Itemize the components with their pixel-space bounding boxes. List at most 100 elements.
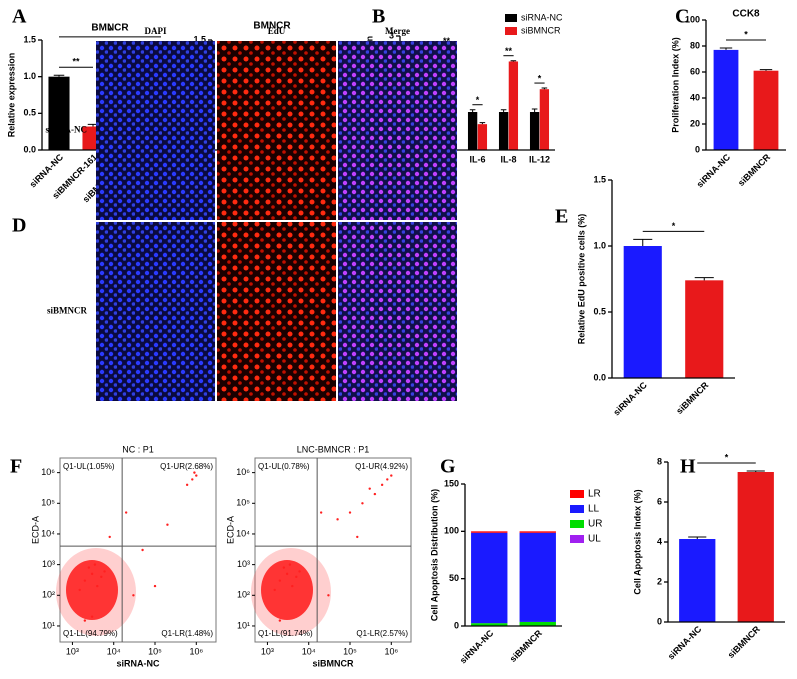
y-tick-label: 10⁵ <box>41 498 55 508</box>
legend-swatch <box>505 14 517 22</box>
bar <box>529 112 540 150</box>
bar-segment <box>519 531 556 533</box>
event-dot <box>83 619 87 622</box>
x-tick-label: siRNA-NC <box>611 380 649 418</box>
chart-title: NC : P1 <box>122 444 154 454</box>
panel-label: G <box>440 456 456 478</box>
event-dot <box>153 584 157 588</box>
column-label: EdU <box>268 26 286 36</box>
bar <box>623 246 662 378</box>
event-dot <box>166 523 169 526</box>
error-bar <box>53 74 65 77</box>
micrograph <box>217 41 336 220</box>
y-tick-label: 10⁴ <box>236 528 250 538</box>
y-tick-label: 2 <box>657 576 662 586</box>
cell-cluster-halo <box>251 548 331 636</box>
panel-label: B <box>372 6 385 28</box>
x-tick-label: siRNA-NC <box>666 624 704 662</box>
event-dot <box>348 511 352 514</box>
y-tick-label: 3 <box>389 30 394 40</box>
y-axis-label: Relative EdU positive cells (%) <box>576 214 586 345</box>
significance-label: ** <box>72 57 80 67</box>
y-tick-label: 10³ <box>237 559 250 569</box>
quadrant-label: Q1-UL(0.78%) <box>258 462 310 471</box>
error-bar <box>510 60 517 62</box>
legend-label: LR <box>588 489 601 500</box>
event-dot <box>327 594 330 597</box>
x-tick-label: IL-6 <box>469 154 485 164</box>
event-dot <box>141 548 144 552</box>
y-tick-label: 1.5 <box>593 174 606 184</box>
y-tick-label: 4 <box>657 536 662 546</box>
legend-label: siBMNCR <box>521 25 561 35</box>
error-bar <box>746 470 765 472</box>
event-dot <box>93 563 97 566</box>
bar <box>508 61 519 150</box>
error-bar <box>500 109 507 112</box>
event-dot <box>291 584 294 588</box>
error-bar <box>469 109 476 112</box>
y-tick-label: 100 <box>444 526 459 536</box>
event-dot <box>298 570 301 573</box>
row-label: siRNA-NC <box>46 125 88 135</box>
event-dot <box>195 474 198 477</box>
x-tick-label: 10⁴ <box>302 646 316 656</box>
significance-label: * <box>672 221 676 231</box>
event-dot <box>282 566 286 569</box>
error-bar <box>694 277 714 281</box>
bar <box>467 112 478 150</box>
x-tick-label: 10⁵ <box>148 646 162 656</box>
y-tick-label: 10¹ <box>237 620 250 630</box>
y-tick-label: 20 <box>690 118 700 128</box>
event-dot <box>285 572 289 576</box>
y-tick-label: 10³ <box>42 559 55 569</box>
bar <box>498 112 509 150</box>
y-tick-label: 60 <box>690 66 700 76</box>
x-tick-label: siBMNCR <box>736 152 772 188</box>
panel-label: H <box>680 456 696 478</box>
bar-segment <box>519 532 556 622</box>
y-tick-label: 1.0 <box>593 240 606 250</box>
legend-swatch <box>505 27 517 35</box>
y-tick-label: 0 <box>657 616 662 626</box>
quadrant-label: Q1-LL(91.74%) <box>258 629 313 638</box>
column-label: DAPI <box>145 26 167 36</box>
y-tick-label: 10⁴ <box>41 528 55 538</box>
event-dot <box>132 594 135 597</box>
event-dot <box>361 502 364 505</box>
quadrant-label: Q1-LL(94.79%) <box>63 629 118 638</box>
micrograph <box>338 41 457 220</box>
y-tick-label: 10¹ <box>42 620 55 630</box>
event-dot <box>100 575 103 579</box>
y-axis-label: Proliferation Index (%) <box>670 37 680 133</box>
error-bar <box>633 238 653 246</box>
event-dot <box>108 535 111 539</box>
column-label: Merge <box>385 26 410 36</box>
y-tick-label: 80 <box>690 40 700 50</box>
event-dot <box>386 478 389 481</box>
x-tick-label: siBMNCR <box>726 624 762 660</box>
significance-label: * <box>476 95 480 105</box>
micrograph <box>96 41 215 220</box>
panel-label: C <box>675 6 689 28</box>
error-bar <box>541 87 548 90</box>
event-dot <box>185 483 189 487</box>
bar <box>713 49 739 150</box>
y-tick-label: 10⁶ <box>236 467 250 477</box>
micrograph <box>217 222 336 401</box>
y-tick-label: 10⁵ <box>236 498 250 508</box>
legend-swatch <box>570 490 584 498</box>
event-dot <box>96 584 99 588</box>
event-dot <box>78 588 81 592</box>
event-dot <box>356 535 359 539</box>
y-tick-label: 1.0 <box>23 71 36 81</box>
quadrant-label: Q1-LR(1.48%) <box>161 629 213 638</box>
x-tick-label: siRNA-NC <box>458 628 496 666</box>
bar-segment <box>519 621 556 626</box>
y-axis-label: ECD-A <box>225 516 235 544</box>
micrograph <box>338 222 457 401</box>
bar <box>679 539 716 622</box>
legend-swatch <box>570 505 584 513</box>
legend-label: UR <box>588 519 602 530</box>
legend-label: LL <box>588 504 600 515</box>
